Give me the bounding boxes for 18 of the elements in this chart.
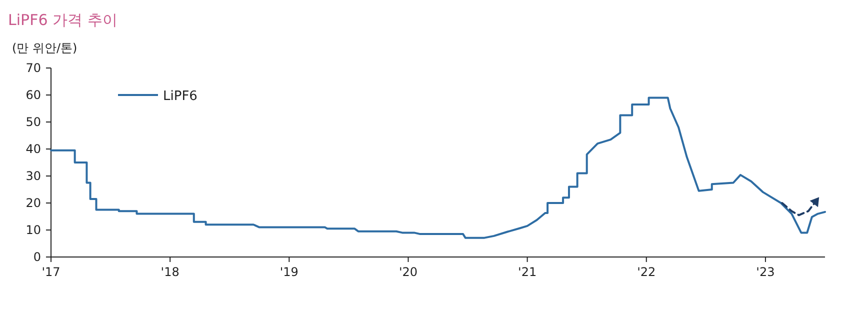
y-axis-title: (만 위안/톤) [12,41,78,55]
y-tick-label: 60 [26,88,41,102]
x-tick-label: '18 [160,265,180,279]
legend-label: LiPF6 [163,89,198,104]
y-tick-label: 50 [26,115,41,129]
x-tick-label: '21 [518,265,537,279]
chart-title: LiPF6 가격 추이 [8,11,118,29]
y-tick-label: 30 [26,169,41,183]
y-tick-label: 70 [26,61,41,75]
y-tick-label: 20 [26,196,41,210]
y-tick-label: 40 [26,142,41,156]
y-tick-label: 10 [26,223,41,237]
x-tick-label: '20 [398,265,418,279]
x-tick-label: '17 [42,265,60,279]
x-tick-label: '23 [756,265,775,279]
x-tick-label: '19 [280,265,298,279]
x-tick-label: '22 [637,265,656,279]
y-tick-label: 0 [33,250,41,264]
